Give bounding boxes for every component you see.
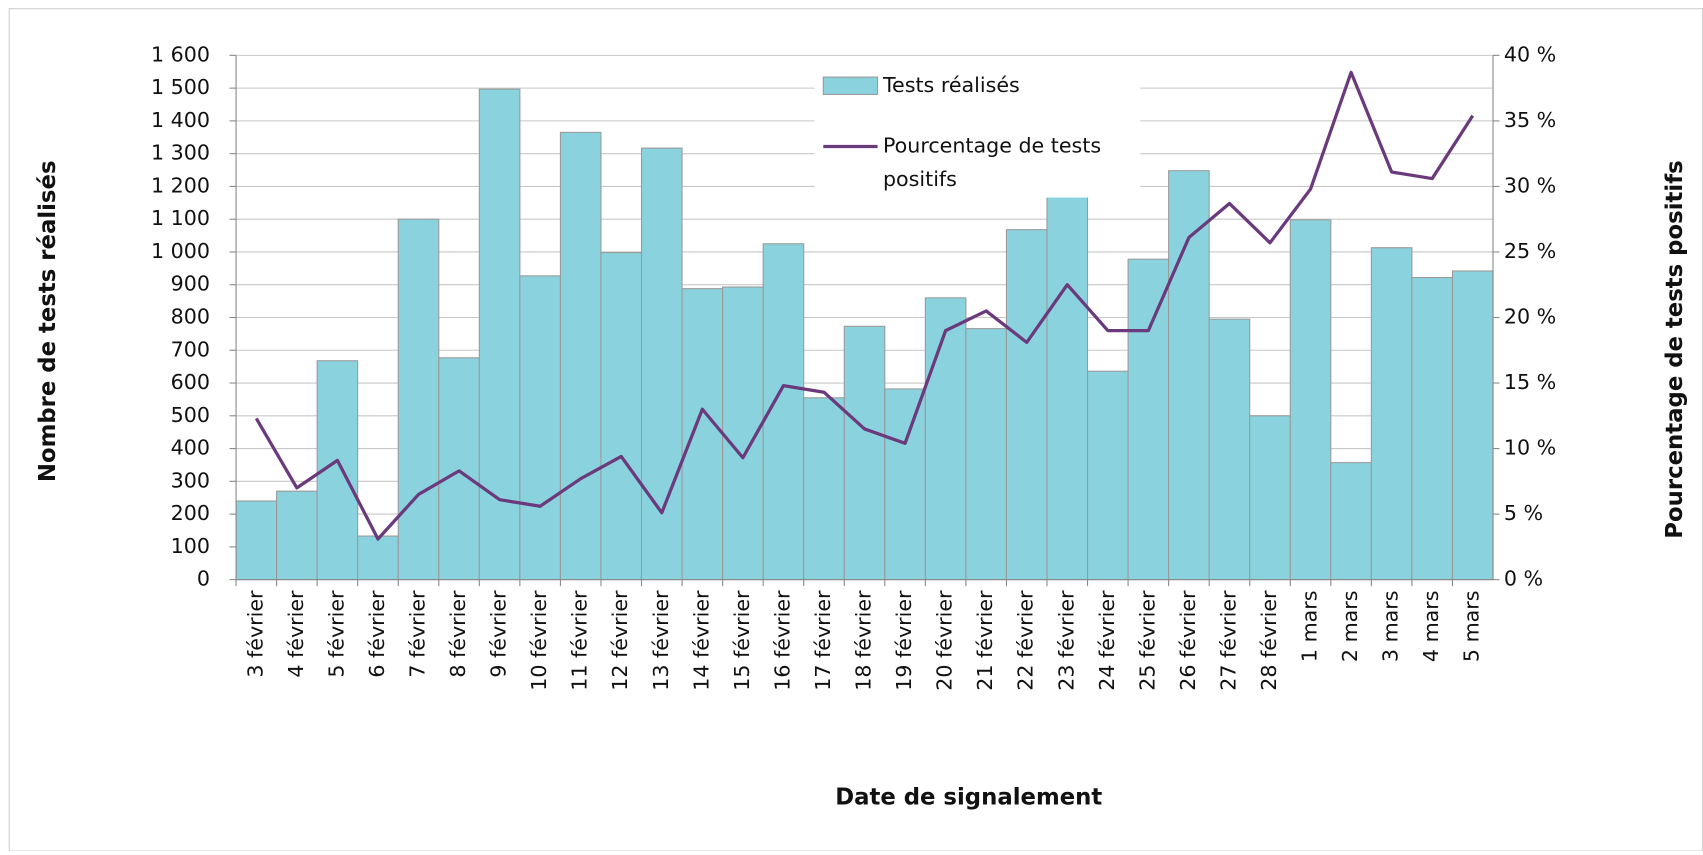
x-tick-label: 25 février: [1135, 590, 1159, 691]
bar: [1086, 370, 1129, 581]
x-tick-label: 6 février: [365, 590, 389, 678]
bar: [1127, 258, 1170, 581]
y-tick-label: 300: [171, 468, 210, 492]
y-tick-label: 1 200: [151, 173, 210, 197]
bar: [681, 288, 724, 581]
y2-tick-label: 20 %: [1504, 304, 1556, 328]
bar: [924, 297, 967, 581]
x-tick-label: 22 février: [1014, 590, 1038, 691]
x-tick-label: 24 février: [1095, 590, 1119, 691]
bar: [519, 275, 561, 581]
y2-axis-title: Pourcentage de tests positifs: [1662, 160, 1688, 538]
x-tick-label: 13 février: [649, 590, 673, 691]
x-tick-label: 5 mars: [1460, 590, 1484, 662]
legend-swatch: [822, 76, 879, 95]
x-tick-label: 21 février: [973, 590, 997, 691]
bar: [600, 252, 643, 581]
x-tick-label: 4 février: [284, 590, 308, 678]
y2-tick-label: 25 %: [1504, 239, 1556, 263]
x-tick-label: 26 février: [1176, 590, 1200, 691]
y-tick-label: 200: [171, 501, 210, 525]
bar: [1330, 462, 1372, 581]
bar: [1411, 276, 1454, 581]
y2-tick-label: 30 %: [1504, 173, 1556, 197]
x-tick-label: 10 février: [527, 590, 551, 691]
x-tick-label: 16 février: [770, 590, 794, 691]
x-tick-label: 2 mars: [1338, 590, 1362, 662]
y-tick-label: 400: [171, 436, 210, 460]
bar: [1005, 229, 1048, 581]
y-tick-label: 1 300: [151, 141, 210, 165]
x-tick-label: 20 février: [933, 590, 957, 691]
y2-tick-label: 35 %: [1504, 108, 1556, 132]
bar: [478, 88, 521, 581]
y-tick-label: 0: [197, 567, 210, 591]
bar: [1168, 170, 1210, 581]
y-tick-label: 1 100: [151, 206, 210, 230]
y-axis-title: Nombre de tests réalisés: [35, 160, 61, 482]
y-tick-label: 1 600: [151, 42, 210, 66]
bar: [884, 388, 926, 581]
y-tick-label: 1 500: [151, 75, 210, 99]
y2-tick-label: 5 %: [1504, 501, 1543, 525]
bar: [438, 357, 480, 581]
x-tick-label: 28 février: [1257, 590, 1281, 691]
bar: [1208, 318, 1251, 581]
x-tick-label: 27 février: [1216, 590, 1240, 691]
bar: [1289, 219, 1332, 581]
bar: [1046, 194, 1089, 581]
x-tick-label: 18 février: [852, 590, 876, 691]
bar: [357, 535, 399, 581]
y2-tick-label: 40 %: [1504, 42, 1556, 66]
x-tick-label: 7 février: [406, 590, 430, 678]
y2-tick-label: 10 %: [1504, 436, 1556, 460]
x-tick-label: 9 février: [487, 590, 511, 678]
x-tick-label: 3 février: [243, 590, 267, 678]
bar: [1249, 415, 1291, 581]
bar: [397, 218, 440, 581]
y-tick-label: 700: [171, 337, 210, 361]
legend-label: Pourcentage de tests positifs: [883, 134, 1101, 192]
x-tick-label: 19 février: [892, 590, 916, 691]
bar: [1451, 270, 1494, 581]
bar: [965, 328, 1007, 581]
y-tick-label: 800: [171, 304, 210, 328]
y-tick-label: 500: [171, 403, 210, 427]
x-tick-label: 11 février: [568, 590, 592, 691]
y2-tick-label: 0 %: [1504, 567, 1543, 591]
bar: [276, 490, 318, 581]
x-axis-title: Date de signalement: [835, 784, 1102, 810]
x-tick-label: 5 février: [324, 590, 348, 678]
x-tick-label: 3 mars: [1379, 590, 1403, 662]
bar: [559, 131, 602, 581]
bar: [843, 325, 886, 581]
y-tick-label: 1 000: [151, 239, 210, 263]
y-tick-label: 900: [171, 272, 210, 296]
y2-tick-label: 15 %: [1504, 370, 1556, 394]
y-tick-label: 600: [171, 370, 210, 394]
x-tick-label: 12 février: [608, 590, 632, 691]
x-tick-label: 8 février: [446, 590, 470, 678]
x-tick-label: 17 février: [811, 590, 835, 691]
x-tick-label: 14 février: [689, 590, 713, 691]
y-tick-label: 1 400: [151, 108, 210, 132]
x-tick-label: 15 février: [730, 590, 754, 691]
x-tick-label: 23 février: [1054, 590, 1078, 691]
bar: [640, 147, 683, 581]
x-tick-label: 1 mars: [1298, 590, 1322, 662]
bar: [803, 397, 845, 581]
x-tick-label: 4 mars: [1419, 590, 1443, 662]
legend-label: Tests réalisés: [882, 73, 1020, 97]
line: [254, 70, 1475, 541]
bar: [235, 500, 278, 581]
bar: [1370, 247, 1413, 581]
y-tick-label: 100: [171, 534, 210, 558]
